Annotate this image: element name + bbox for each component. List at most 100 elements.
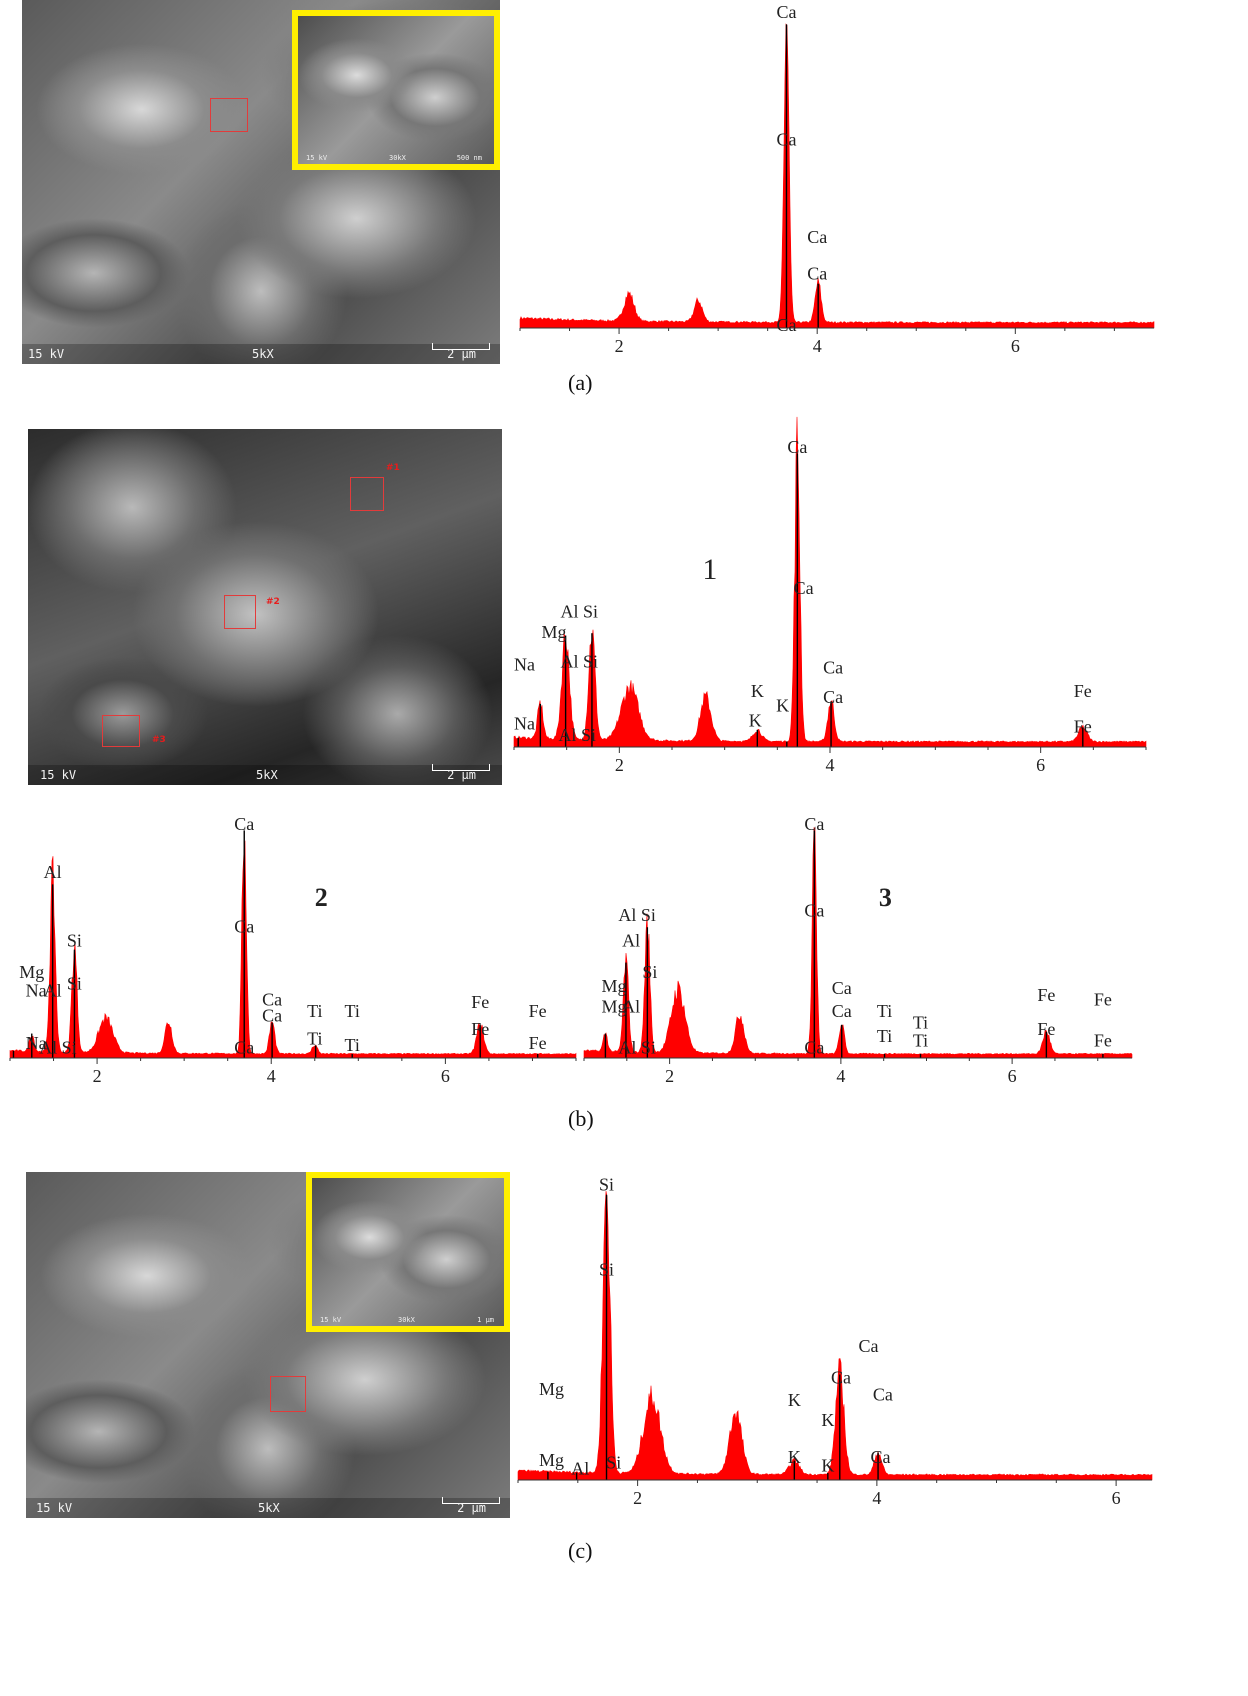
peak-label: Fe — [471, 1019, 489, 1039]
spectrum-a: 2 4 6 Ca Ca Ca Ca Ca — [519, 2, 1155, 356]
peak-label: Ca — [262, 990, 282, 1010]
x-tick-label: 4 — [872, 1488, 881, 1508]
sem-image-b: #1 #2 #3 15 kV 5kX 2 μm — [28, 429, 502, 785]
sem-inset-c: 15 kV 30kX 1 μm — [306, 1172, 510, 1332]
peak-label: Ca — [873, 1384, 893, 1404]
sem-b-roi-2 — [224, 595, 256, 629]
peak-label: Al Si — [561, 652, 599, 672]
inset-a-mag: 30kX — [389, 154, 406, 162]
peak-label: Al — [44, 980, 62, 1000]
peak-label: Ca — [823, 658, 843, 678]
peak-label: Fe — [1037, 985, 1055, 1005]
peak-label: Fe — [471, 992, 489, 1012]
peak-label: Ti — [877, 1001, 892, 1021]
peak-label: Al Si — [618, 905, 656, 925]
peak-label: Ca — [823, 687, 843, 707]
x-tick-label: 6 — [441, 1066, 450, 1086]
peak-label: Al — [622, 996, 640, 1016]
peak-label: Ca — [831, 1367, 851, 1387]
x-tick-label: 6 — [1036, 755, 1045, 775]
peak-label: Al Si — [39, 1037, 77, 1057]
sem-a-roi — [210, 98, 248, 132]
caption-a: (a) — [568, 370, 593, 395]
sem-b-kv: 15 kV — [40, 768, 77, 782]
peak-label: Ca — [858, 1336, 878, 1356]
sem-a-scale: 2 μm — [447, 347, 476, 361]
peak-label: Ca — [776, 2, 796, 22]
peak-label: Na — [514, 713, 535, 733]
x-tick-label: 4 — [836, 1066, 845, 1086]
spectrum-trace — [9, 840, 577, 1059]
spectrum-number: 3 — [879, 883, 892, 912]
peak-label: Si — [599, 1260, 614, 1280]
peak-label: Al — [622, 930, 640, 950]
sem-b-scale: 2 μm — [447, 768, 476, 782]
peak-label: Fe — [1037, 1019, 1055, 1039]
peak-label: Fe — [529, 1001, 547, 1021]
sem-c-databar: 15 kV 5kX 2 μm — [26, 1497, 510, 1518]
sem-a-kv: 15 kV — [28, 347, 65, 361]
peak-label: Al — [571, 1458, 589, 1478]
peak-label: Ca — [787, 437, 807, 457]
peak-label: Mg — [539, 1379, 564, 1399]
peak-label: Ca — [234, 917, 254, 937]
peak-label: Ti — [913, 1012, 928, 1032]
peak-label: Ca — [807, 263, 827, 283]
caption-c: (c) — [568, 1538, 593, 1563]
peak-label: Ca — [794, 578, 814, 598]
x-tick-label: 2 — [615, 755, 624, 775]
peak-label: K — [821, 1410, 834, 1430]
x-tick-label: 2 — [633, 1488, 642, 1508]
x-tick-label: 6 — [1112, 1488, 1121, 1508]
peak-label: Fe — [1094, 990, 1112, 1010]
spectrum-number: 2 — [315, 883, 328, 912]
peak-label: Al Si — [618, 1037, 656, 1057]
peak-label: Ca — [234, 814, 254, 834]
peak-label: Ti — [345, 1035, 360, 1055]
sem-b-roi-tag-2: #2 — [266, 597, 280, 607]
peak-label: Si — [67, 974, 82, 994]
peak-label: Ca — [776, 130, 796, 150]
peak-label: K — [788, 1390, 801, 1410]
peak-label: K — [751, 681, 764, 701]
peak-label: Na — [514, 655, 535, 675]
peak-label: Ca — [804, 1037, 824, 1057]
x-tick-label: 4 — [267, 1066, 276, 1086]
peak-label: K — [788, 1447, 801, 1467]
sem-c-kv: 15 kV — [36, 1501, 73, 1515]
peak-label: K — [749, 710, 762, 730]
peak-label: Ti — [307, 1028, 322, 1048]
peak-label: Si — [606, 1453, 621, 1473]
peak-label: Ca — [832, 978, 852, 998]
peak-label: Si — [642, 962, 657, 982]
peak-label: Mg — [19, 962, 44, 982]
inset-c-kv: 15 kV — [320, 1316, 342, 1324]
sem-a-mag: 5kX — [252, 347, 274, 361]
x-tick-label: 2 — [615, 336, 624, 356]
sem-inset-a: 15 kV 30kX 500 nm — [292, 10, 500, 170]
peak-label: Fe — [1074, 681, 1092, 701]
peak-label: Fe — [1074, 716, 1092, 736]
peak-label: Na — [26, 1033, 47, 1053]
peak-label: Ca — [804, 814, 824, 834]
peak-label: Ca — [804, 901, 824, 921]
x-tick-label: 6 — [1011, 336, 1020, 356]
peak-label: Si — [599, 1174, 614, 1194]
x-tick-label: 4 — [813, 336, 822, 356]
sem-b-mag: 5kX — [256, 768, 278, 782]
sem-b-roi-3 — [102, 715, 140, 747]
peak-label: K — [776, 696, 789, 716]
sem-image-a: 15 kV 30kX 500 nm 15 kV 5kX 2 μm — [22, 0, 500, 364]
peak-label: Mg — [542, 622, 567, 642]
sem-b-roi-tag-1: #1 — [386, 463, 400, 473]
peak-label: Al Si — [561, 602, 599, 622]
spectrum-trace — [517, 1191, 1153, 1481]
peak-label: Al — [44, 862, 62, 882]
inset-a-scale: 500 nm — [456, 154, 482, 162]
peak-label: Ti — [877, 1026, 892, 1046]
peak-label: Ca — [807, 227, 827, 247]
peak-label: Ca — [234, 1037, 254, 1057]
